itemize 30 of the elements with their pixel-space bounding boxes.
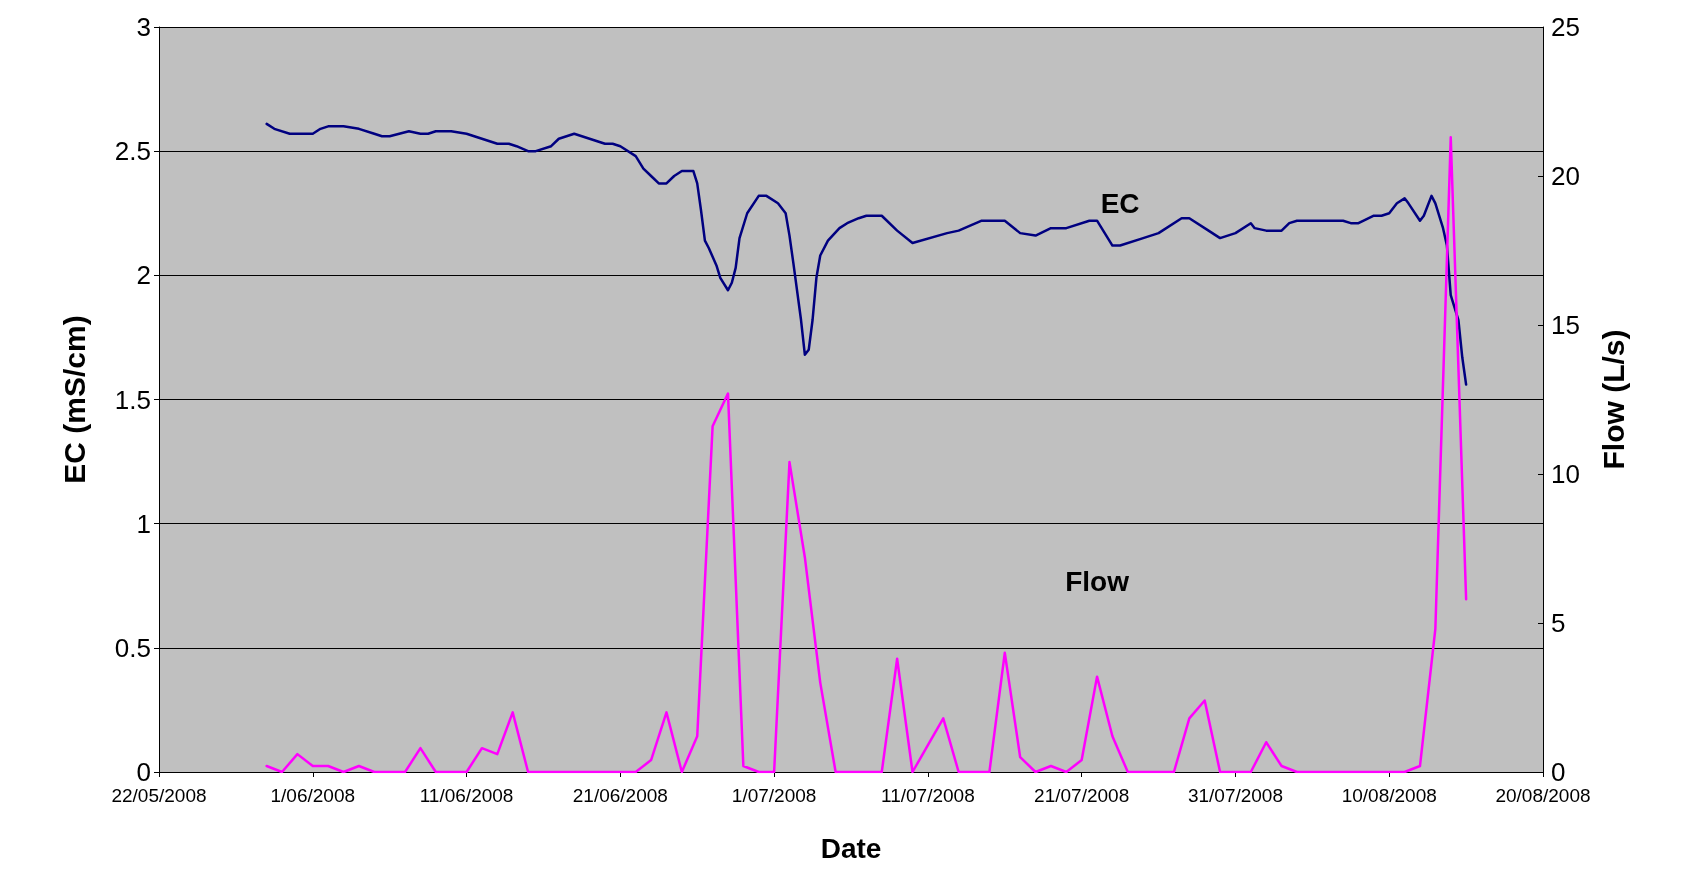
y2-tick-label: 20 (1551, 161, 1580, 191)
y-tick-label: 1.5 (114, 384, 151, 415)
y-tick-label: 0.5 (114, 632, 151, 663)
y2-tick-label: 10 (1551, 459, 1580, 489)
line-series (265, 122, 1468, 386)
text: Flow (1065, 566, 1130, 598)
y2-tick-label: 25 (1551, 12, 1580, 42)
x-tick-label: 11/07/2008 (881, 785, 975, 806)
x-axis-title: Date (820, 832, 882, 864)
line-series (265, 136, 1468, 774)
y-tick-label: 3 (136, 12, 151, 42)
x-tick-label: 31/07/2008 (1187, 785, 1283, 806)
series-label: EC (1100, 188, 1140, 220)
x-tick-label: 10/08/2008 (1341, 785, 1437, 806)
x-tick-label: 20/08/2008 (1495, 785, 1591, 806)
x-tick-label: 1/06/2008 (270, 785, 356, 806)
y2-tick-label: 0 (1551, 757, 1566, 787)
y2-axis-title: Flow (L/s) (1596, 329, 1630, 470)
x-tick-label: 22/05/2008 (111, 785, 207, 806)
x-tick-label: 11/06/2008 (419, 785, 514, 806)
y-tick-label: 2.5 (114, 136, 151, 167)
x-tick-label: 21/06/2008 (572, 785, 668, 806)
y-tick-label: 2 (136, 260, 151, 291)
y-tick-label: 1 (136, 508, 151, 539)
x-tick-label: 21/07/2008 (1034, 785, 1130, 806)
y2-tick-label: 15 (1551, 310, 1580, 340)
y-tick-label: 0 (136, 757, 151, 787)
y2-tick-label: 5 (1551, 608, 1566, 638)
y-axis-title: EC (mS/cm) (57, 315, 91, 484)
x-tick-label: 1/07/2008 (731, 785, 817, 806)
